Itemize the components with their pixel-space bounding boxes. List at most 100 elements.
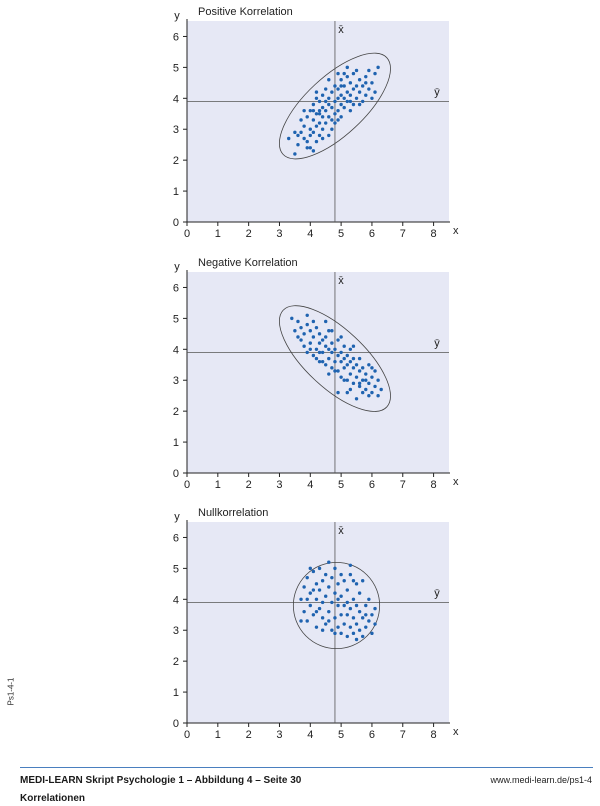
data-point	[320, 628, 325, 632]
data-point	[317, 359, 322, 364]
plot-area	[187, 272, 449, 473]
data-point	[348, 93, 353, 97]
data-point	[367, 619, 371, 623]
data-point	[370, 631, 374, 636]
data-point	[305, 350, 309, 355]
data-point	[324, 572, 328, 577]
data-point	[351, 87, 356, 91]
data-point	[342, 378, 346, 382]
data-point	[299, 130, 303, 135]
data-point	[327, 96, 331, 101]
data-point	[339, 572, 343, 577]
enclosing-ellipse	[278, 52, 391, 160]
x-tick-label: 2	[246, 479, 252, 491]
data-point	[302, 332, 306, 336]
data-point	[330, 575, 334, 580]
data-point	[317, 350, 322, 355]
data-point	[342, 579, 346, 583]
data-point	[330, 118, 334, 122]
data-point	[311, 353, 316, 358]
data-point	[364, 625, 368, 629]
data-point	[311, 613, 316, 617]
data-point	[336, 71, 340, 76]
y-tick-label: 2	[173, 656, 179, 668]
data-point	[327, 78, 331, 82]
x-tick-label: 6	[369, 228, 375, 240]
mean-y-label: ȳ	[434, 587, 440, 599]
data-point	[314, 625, 319, 629]
data-point	[339, 631, 343, 636]
data-point	[320, 579, 325, 583]
data-point	[308, 329, 312, 333]
data-point	[367, 393, 371, 398]
data-point	[357, 609, 362, 614]
data-point	[327, 347, 331, 352]
y-tick-label: 6	[173, 31, 179, 43]
x-tick-label: 7	[400, 479, 406, 491]
data-point	[327, 115, 331, 119]
chart-2: Negative Korrelation 0 1 2 3 4 5 6 7 8 0 1 2 3 4 5 6 x y x̄…	[173, 257, 459, 491]
data-point	[308, 341, 312, 345]
data-point	[324, 335, 328, 339]
data-point	[336, 353, 340, 358]
chart-title: Negative Korrelation	[198, 257, 298, 269]
footer-url-link[interactable]: www.medi-learn.de/ps1-4	[490, 775, 592, 785]
data-point	[348, 625, 353, 629]
data-point	[324, 99, 328, 104]
x-tick-label: 6	[369, 729, 375, 741]
data-point	[336, 603, 340, 608]
data-point	[373, 622, 377, 626]
data-point	[376, 393, 380, 398]
data-point	[357, 591, 362, 595]
data-point	[351, 579, 356, 583]
x-tick-label: 4	[307, 729, 313, 741]
data-point	[305, 575, 309, 580]
data-point	[360, 366, 365, 370]
data-point	[370, 366, 374, 370]
data-point	[345, 90, 349, 94]
data-point	[367, 87, 371, 91]
data-point	[324, 622, 328, 626]
data-point	[373, 606, 377, 611]
data-point	[376, 378, 380, 382]
footer-divider	[20, 767, 593, 768]
chart-3: Nullkorrelation 0 1 2 3 4 5 6 7 8 0 1 2 3 4 5 6 x y x̄ ȳ	[173, 507, 459, 741]
data-point	[342, 71, 346, 76]
data-point	[327, 356, 331, 361]
data-point	[320, 105, 325, 110]
data-point	[379, 387, 383, 392]
data-point	[345, 613, 349, 617]
x-tick-label: 1	[215, 729, 221, 741]
data-point	[333, 112, 337, 116]
data-point	[317, 121, 322, 125]
data-point	[342, 356, 346, 361]
data-point	[311, 319, 316, 324]
data-point	[317, 566, 322, 571]
data-point	[360, 378, 365, 382]
mean-x-label: x̄	[338, 275, 344, 287]
data-point	[327, 102, 331, 107]
data-point	[314, 356, 319, 361]
x-tick-label: 4	[307, 228, 313, 240]
y-tick-label: 0	[173, 468, 179, 480]
data-point	[308, 591, 312, 595]
data-point	[342, 366, 346, 370]
data-point	[367, 363, 371, 367]
data-point	[342, 96, 346, 101]
plot-area	[187, 522, 449, 723]
data-point	[364, 387, 368, 392]
data-point	[314, 347, 319, 352]
data-point	[364, 81, 368, 85]
y-tick-label: 2	[173, 406, 179, 418]
data-point	[348, 108, 353, 113]
data-point	[320, 127, 325, 131]
data-point	[336, 597, 340, 602]
data-point	[348, 372, 353, 376]
data-point	[351, 631, 356, 636]
data-point	[311, 118, 316, 122]
data-point	[299, 325, 303, 330]
data-point	[317, 588, 322, 592]
data-point	[336, 87, 340, 91]
data-point	[339, 84, 343, 88]
data-point	[376, 65, 380, 70]
